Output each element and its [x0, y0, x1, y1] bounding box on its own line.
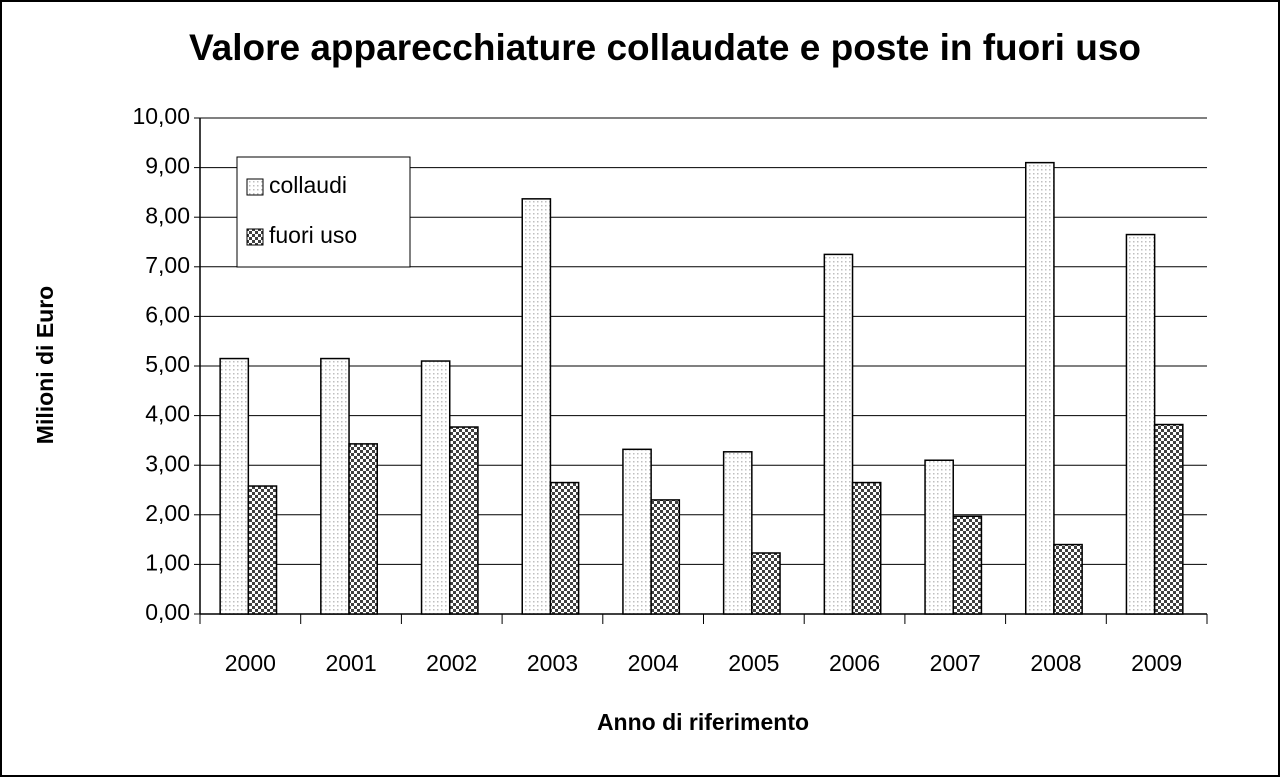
- x-tick-label: 2007: [930, 650, 981, 676]
- legend-swatch: [246, 178, 264, 196]
- y-tick-label: 4,00: [145, 401, 190, 427]
- bar: [219, 357, 250, 615]
- legend-label: collaudi: [269, 172, 347, 198]
- chart-title: Valore apparecchiature collaudate e post…: [189, 27, 1141, 68]
- bar: [952, 515, 983, 615]
- y-tick-label: 3,00: [145, 450, 190, 476]
- y-tick-label: 9,00: [145, 153, 190, 179]
- x-tick-label: 2002: [426, 650, 477, 676]
- bar: [247, 485, 278, 615]
- bar: [1153, 423, 1184, 615]
- y-tick-label: 0,00: [145, 599, 190, 625]
- bar: [448, 426, 479, 615]
- bar: [722, 451, 753, 615]
- bar: [650, 499, 681, 615]
- x-tick-label: 2009: [1131, 650, 1182, 676]
- y-tick-label: 2,00: [145, 500, 190, 526]
- bar: [751, 552, 781, 615]
- legend-label: fuori uso: [269, 222, 357, 248]
- y-tick-label: 5,00: [145, 351, 190, 377]
- legend-box: [236, 156, 411, 268]
- x-tick-label: 2000: [225, 650, 276, 676]
- x-tick-label: 2004: [628, 650, 679, 676]
- x-tick-label: 2008: [1030, 650, 1081, 676]
- bar: [549, 481, 580, 615]
- x-axis-label: Anno di riferimento: [597, 709, 809, 735]
- bar: [851, 481, 882, 615]
- bar: [622, 448, 652, 615]
- y-tick-label: 8,00: [145, 202, 190, 228]
- bar: [420, 360, 451, 615]
- x-tick-label: 2006: [829, 650, 880, 676]
- x-tick-label: 2001: [325, 650, 376, 676]
- bar: [1125, 233, 1156, 615]
- bar: [1024, 161, 1055, 615]
- legend-swatch: [246, 228, 264, 246]
- y-axis-label: Milioni di Euro: [32, 286, 58, 444]
- x-tick-label: 2005: [728, 650, 779, 676]
- bar: [348, 443, 378, 615]
- y-tick-label: 6,00: [145, 301, 190, 327]
- x-tick-label: 2003: [527, 650, 578, 676]
- y-tick-label: 10,00: [132, 103, 190, 129]
- bar: [823, 253, 854, 615]
- y-tick-label: 7,00: [145, 252, 190, 278]
- bar: [1053, 543, 1083, 615]
- bar: [924, 459, 954, 615]
- y-tick-label: 1,00: [145, 549, 190, 575]
- bar: [320, 357, 350, 615]
- bar: [521, 198, 552, 615]
